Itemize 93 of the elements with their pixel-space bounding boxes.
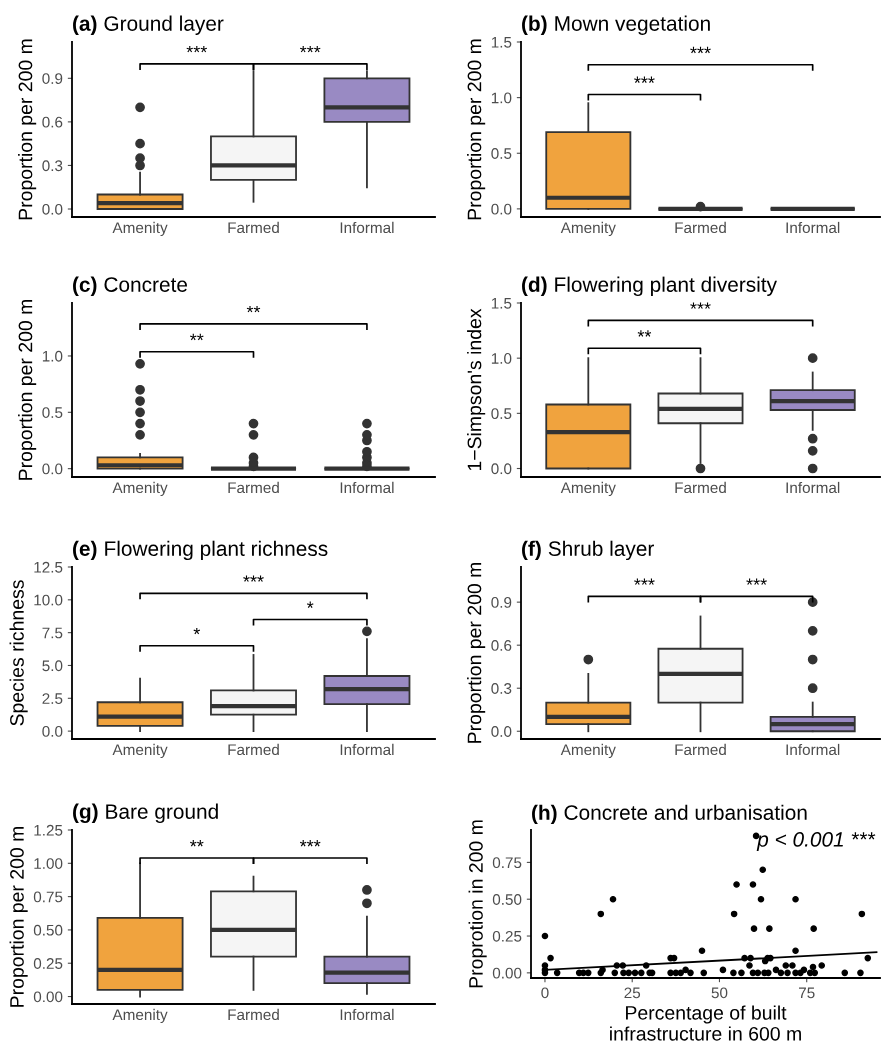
x-tick-label: Amenity [112, 221, 168, 237]
y-tick-label: 0.0 [42, 463, 63, 475]
y-tick-label: 0.25 [33, 958, 63, 969]
y-tick-label: 0.9 [42, 73, 63, 84]
chart-title: (h) Concrete and urbanisation [532, 804, 807, 825]
y-tick-label: 7.5 [42, 627, 63, 639]
annotation: *** [690, 46, 711, 54]
x-tick-label: Informal [340, 743, 394, 756]
y-tick-label: 0.0 [42, 725, 63, 737]
y-tick-label: 0.0 [42, 203, 63, 215]
y-axis-title: Proportion per 200 m [467, 562, 486, 743]
chart-title: (b) Mown vegetation [522, 15, 710, 35]
y-tick-label: 0.5 [491, 408, 512, 420]
y-tick-label: 12.5 [34, 561, 63, 573]
y-tick-label: 0.3 [491, 683, 512, 694]
chart-title: (d) Flowering plant diversity [522, 276, 777, 297]
y-tick-label: 0.50 [492, 894, 522, 905]
annotation: p < 0.001 *** [756, 832, 876, 851]
x-tick-label: Informal [786, 743, 840, 756]
x-tick-label: Amenity [112, 481, 168, 497]
y-tick-label: 0.75 [492, 857, 522, 869]
chart-title: (f) Shrub layer [522, 540, 654, 561]
annotation: *** [690, 302, 711, 309]
annotation: *** [634, 578, 655, 585]
y-tick-label: 0.75 [33, 891, 63, 903]
annotation: *** [746, 578, 767, 585]
y-tick-label: 1.0 [491, 353, 512, 364]
x-tick-label: Informal [786, 481, 840, 494]
y-tick-label: 0.25 [492, 930, 522, 942]
y-tick-label: 0.0 [491, 726, 512, 737]
y-axis-title: Species richness [9, 580, 28, 726]
y-tick-label: 0.0 [491, 463, 512, 475]
x-tick-label: Farmed [228, 743, 279, 756]
y-tick-label: 0.00 [33, 991, 63, 1003]
x-tick-label: 0 [541, 987, 549, 999]
y-tick-label: 1.25 [34, 824, 63, 836]
chart-title: (g) Bare ground [73, 803, 218, 824]
y-tick-label: 0.0 [491, 203, 512, 215]
y-tick-label: 1.00 [34, 858, 63, 869]
annotation: ** [190, 840, 204, 847]
y-tick-label: 0.6 [42, 116, 63, 128]
chart-title: (a) Ground layer [73, 15, 224, 35]
x-axis-title: Percentage of built infrastructure in 600 m [610, 1005, 801, 1041]
y-axis-title: Proportion per 200 m [18, 39, 37, 220]
annotation: * [193, 627, 201, 635]
y-tick-label: 0.00 [492, 967, 522, 979]
chart-title: (e) Flowering plant richness [73, 540, 328, 561]
y-tick-label: 1.0 [42, 350, 63, 362]
x-tick-label: Amenity [560, 221, 616, 237]
y-tick-label: 1.0 [491, 92, 512, 104]
y-tick-label: 1.5 [491, 298, 512, 309]
x-tick-label: Informal [340, 221, 394, 234]
x-tick-label: Amenity [112, 1008, 168, 1024]
y-axis-title: Proportion per 200 m [18, 299, 37, 480]
y-axis-title: 1−Simpson's index [467, 308, 486, 471]
y-tick-label: 0.5 [491, 148, 512, 159]
x-tick-label: Informal [340, 481, 394, 494]
annotation: ** [246, 305, 261, 313]
y-axis-title: Proprotion in 200 m [468, 820, 487, 988]
y-tick-label: 5.0 [42, 660, 63, 672]
x-tick-label: Farmed [675, 481, 726, 494]
x-tick-label: Amenity [560, 481, 616, 497]
annotation: *** [243, 575, 264, 582]
x-tick-label: Farmed [675, 743, 726, 756]
y-tick-label: 0.5 [42, 407, 63, 418]
x-tick-label: Farmed [675, 221, 726, 234]
y-tick-label: 0.3 [42, 160, 63, 172]
y-tick-label: 10.0 [34, 594, 63, 606]
annotation: ** [190, 333, 204, 341]
x-tick-label: Farmed [228, 221, 279, 234]
y-axis-title: Proportion per 200 m [467, 39, 486, 220]
x-tick-label: Amenity [560, 743, 616, 759]
y-tick-label: 2.5 [42, 693, 63, 704]
y-axis-title: Proportion per 200 m [9, 826, 28, 1007]
chart-title: (c) Concrete [73, 276, 188, 297]
x-tick-label: Farmed [228, 481, 279, 494]
x-tick-label: 75 [799, 987, 815, 999]
annotation: * [307, 601, 314, 608]
x-tick-label: 25 [624, 987, 641, 999]
annotation: *** [299, 45, 321, 53]
x-tick-label: Informal [340, 1008, 394, 1021]
annotation: ** [637, 330, 652, 337]
x-tick-label: Amenity [112, 743, 168, 759]
x-tick-label: 50 [711, 987, 728, 999]
y-tick-label: 0.50 [33, 924, 63, 936]
annotation: *** [299, 840, 321, 847]
y-tick-label: 1.5 [491, 37, 512, 48]
x-tick-label: Farmed [228, 1008, 279, 1021]
y-tick-label: 0.9 [491, 597, 512, 608]
y-tick-label: 0.6 [491, 640, 512, 651]
x-tick-label: Informal [786, 221, 840, 234]
annotation: *** [634, 76, 655, 83]
annotation: *** [186, 45, 208, 53]
